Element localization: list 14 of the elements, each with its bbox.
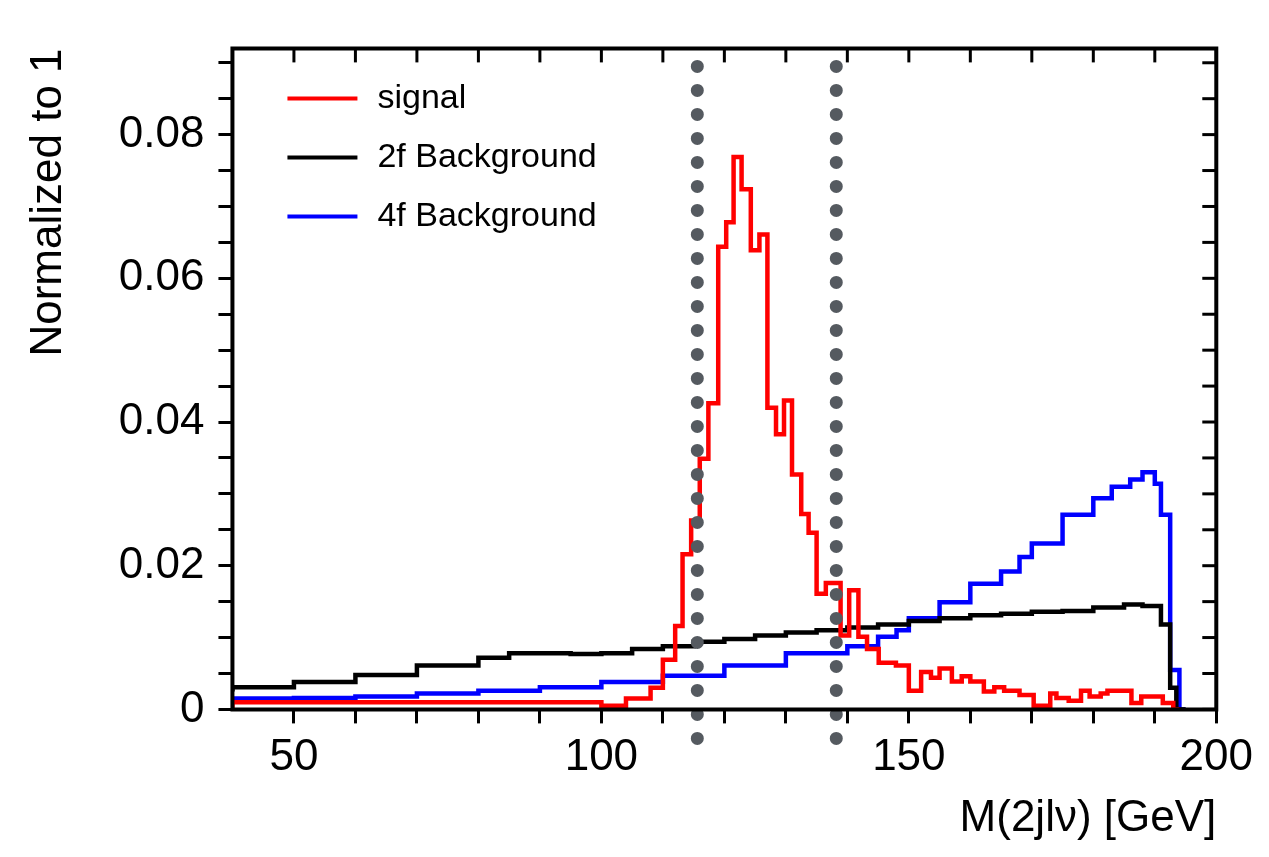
y-tick-label: 0.08 — [118, 106, 205, 156]
x-tick-label: 100 — [564, 729, 639, 779]
legend-label: 2f Background — [377, 135, 597, 174]
x-tick-label: 150 — [872, 729, 946, 779]
y-tick-label: 0.06 — [118, 250, 205, 300]
y-tick-label: 0 — [179, 681, 205, 731]
y-axis-title: Normalized to 1 — [20, 48, 70, 357]
x-tick-label: 200 — [1179, 729, 1253, 779]
x-axis-title: M(2jlν) [GeV] — [959, 790, 1217, 840]
y-tick-label: 0.04 — [118, 394, 205, 444]
x-tick-label: 50 — [269, 729, 319, 779]
legend-label: signal — [377, 76, 467, 115]
legend-label: 4f Background — [377, 194, 597, 233]
y-tick-label: 0.02 — [118, 537, 205, 587]
